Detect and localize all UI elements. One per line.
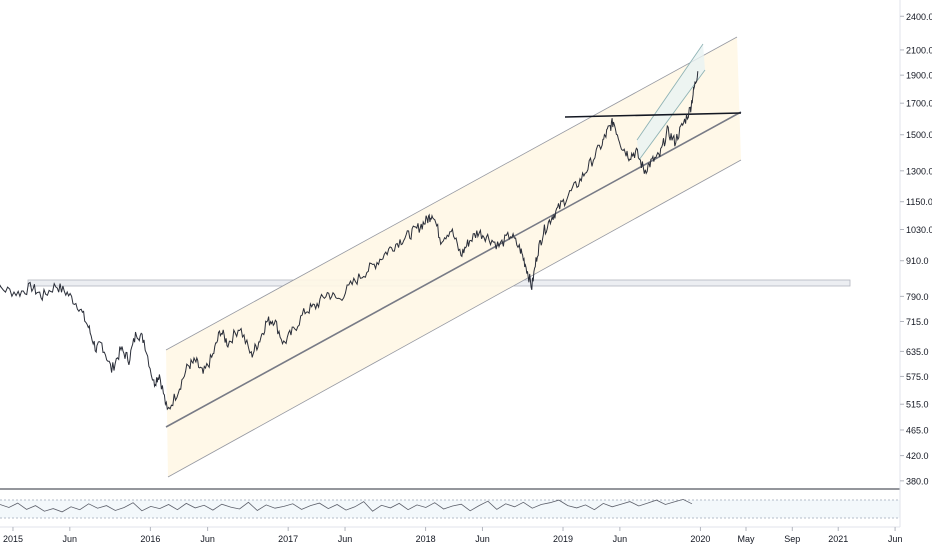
y-tick-label: 1300.0 xyxy=(906,166,932,176)
y-tick-label: 1900.0 xyxy=(906,71,932,81)
x-tick-label: 2017 xyxy=(278,534,298,544)
y-tick-label: 1700.0 xyxy=(906,99,932,109)
time-axis[interactable]: 2015 Jun 2016 Jun 2017 Jun 2018 Jun 2019 Jun 2020 M… xyxy=(3,527,902,544)
x-tick-label: Jun xyxy=(888,534,903,544)
price-axis[interactable]: 2400.0 2100.0 1900.0 1700.0 1500.0 1300.0 1150… xyxy=(899,0,932,527)
y-tick-label: 2100.0 xyxy=(906,45,932,55)
y-tick-label: 1500.0 xyxy=(906,130,932,140)
drawings-layer xyxy=(27,36,851,478)
x-tick-label: Jun xyxy=(63,534,78,544)
y-tick-label: 1030.0 xyxy=(906,225,932,235)
y-tick-label: 790.0 xyxy=(906,292,929,302)
channel-fill xyxy=(166,37,741,477)
y-tick-label: 420.0 xyxy=(906,451,929,461)
y-tick-label: 515.0 xyxy=(906,400,929,410)
price-series-line[interactable] xyxy=(0,71,699,411)
channel-mid-line[interactable] xyxy=(165,111,742,428)
rsi-line[interactable] xyxy=(0,498,693,513)
y-tick-label: 715.0 xyxy=(906,317,929,327)
y-tick-label: 1150.0 xyxy=(906,197,932,207)
y-tick-label: 635.0 xyxy=(906,347,929,357)
breakout-line[interactable] xyxy=(564,112,742,118)
rsi-pane xyxy=(0,488,900,528)
y-tick-label: 910.0 xyxy=(906,256,929,266)
y-tick-label: 465.0 xyxy=(906,425,929,435)
rsi-band xyxy=(0,500,900,518)
x-tick-label: 2021 xyxy=(828,534,848,544)
x-tick-label: 2020 xyxy=(690,534,710,544)
x-tick-label: 2019 xyxy=(553,534,573,544)
y-tick-label: 575.0 xyxy=(906,372,929,382)
steep-channel-fill xyxy=(637,44,705,160)
x-tick-label: 2018 xyxy=(416,534,436,544)
x-tick-label: Jun xyxy=(338,534,353,544)
x-tick-label: Sep xyxy=(784,534,800,544)
y-tick-label: 380.0 xyxy=(906,476,929,486)
x-tick-label: Jun xyxy=(475,534,490,544)
steep-channel-upper[interactable] xyxy=(636,43,704,141)
channel-upper-line[interactable] xyxy=(165,36,738,351)
x-tick-label: 2015 xyxy=(3,534,23,544)
x-tick-label: Jun xyxy=(200,534,215,544)
x-tick-label: Jun xyxy=(613,534,628,544)
channel-lower-line[interactable] xyxy=(167,159,742,478)
price-layer xyxy=(0,71,699,411)
x-tick-label: 2016 xyxy=(140,534,160,544)
x-tick-label: May xyxy=(737,534,755,544)
y-tick-label: 2400.0 xyxy=(906,12,932,22)
